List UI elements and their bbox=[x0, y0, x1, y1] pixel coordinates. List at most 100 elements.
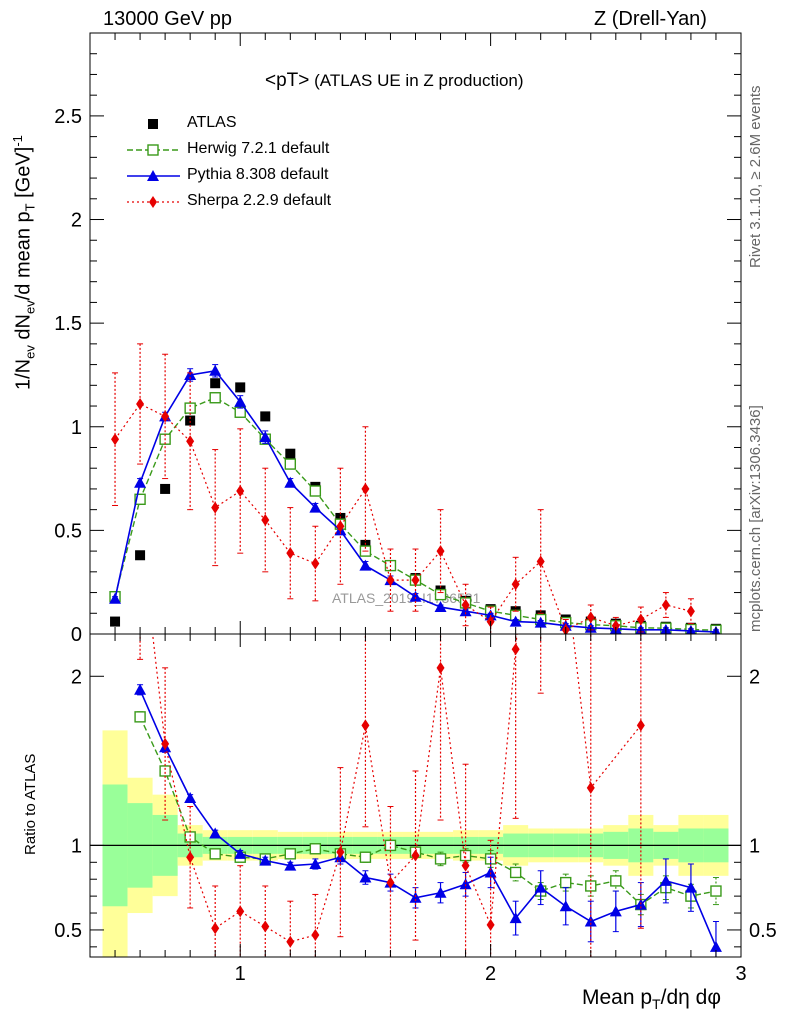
sherpa-data-point bbox=[236, 485, 245, 498]
herwig-ratio-point bbox=[284, 848, 297, 860]
pythia-ratio-point bbox=[259, 854, 272, 866]
pythia-data-point bbox=[234, 395, 247, 407]
sherpa-data-point bbox=[261, 514, 270, 527]
herwig-ratio-point bbox=[710, 885, 722, 897]
sherpa-ratio-point bbox=[586, 781, 595, 794]
main-panel-frame bbox=[89, 32, 742, 635]
herwig-data-point bbox=[184, 402, 196, 414]
sherpa-data-point bbox=[686, 605, 695, 618]
sherpa-ratio-point bbox=[136, 518, 144, 530]
herwig-ratio-point bbox=[309, 843, 322, 855]
sherpa-ratio-point bbox=[161, 737, 170, 750]
sherpa-data-point bbox=[361, 482, 370, 495]
pythia-ratio-point bbox=[434, 886, 447, 898]
sherpa-ratio-point bbox=[311, 929, 320, 942]
plot-title: <pT> (ATLAS UE in Z production) bbox=[265, 70, 524, 92]
pythia-ratio-point bbox=[534, 881, 547, 893]
main-y-tick-label: 2.5 bbox=[54, 106, 82, 128]
legend-label-pythia: Pythia 8.308 default bbox=[187, 166, 329, 183]
sherpa-ratio-point bbox=[386, 876, 395, 889]
sherpa-data-point bbox=[161, 410, 170, 423]
x-axis-label: Mean pT/dη dφ bbox=[582, 986, 721, 1013]
sherpa-ratio-point bbox=[236, 905, 245, 918]
pythia-data-point bbox=[209, 364, 222, 376]
sherpa-data-point bbox=[111, 433, 120, 446]
pythia-ratio-point bbox=[584, 915, 597, 927]
sherpa-data-point bbox=[386, 574, 395, 587]
sherpa-data-point bbox=[511, 578, 520, 591]
herwig-ratio-point bbox=[359, 851, 372, 863]
herwig-ratio-point bbox=[560, 876, 572, 889]
herwig-ratio-point bbox=[159, 765, 171, 777]
sherpa-data-point bbox=[311, 557, 320, 570]
ratio-y-tick-label-left: 0.5 bbox=[54, 920, 82, 942]
pythia-data-point bbox=[109, 592, 122, 604]
herwig-ratio-point bbox=[610, 875, 622, 887]
pythia-data-point bbox=[434, 601, 447, 613]
pythia-ratio-point bbox=[409, 891, 422, 903]
pythia-data-point bbox=[259, 431, 272, 443]
ratio-y-tick-label-left: 1 bbox=[71, 835, 82, 857]
herwig-ratio-point bbox=[459, 849, 472, 862]
herwig-data-point bbox=[209, 392, 221, 404]
herwig-data-point bbox=[284, 458, 297, 470]
herwig-ratio-line bbox=[139, 716, 717, 906]
pythia-ratio-point bbox=[284, 859, 297, 871]
x-tick-label: 3 bbox=[735, 963, 746, 985]
x-tick-label: 2 bbox=[485, 963, 496, 985]
sherpa-ratio-point bbox=[486, 918, 495, 931]
main-y-tick-label: 2 bbox=[71, 210, 82, 232]
legend-marker-herwig bbox=[147, 144, 159, 156]
ratio-y-tick-label-right: 1 bbox=[749, 835, 760, 857]
sherpa-ratio-point bbox=[261, 920, 270, 933]
ratio-y-tick-label-right: 0.5 bbox=[749, 920, 777, 942]
herwig-ratio-point bbox=[209, 848, 221, 860]
sherpa-data-point bbox=[536, 555, 545, 568]
sherpa-data-point bbox=[586, 611, 595, 624]
herwig-data-point bbox=[234, 406, 246, 418]
atlas-data-point bbox=[185, 415, 196, 426]
pythia-data-point bbox=[284, 476, 297, 488]
sherpa-ratio-point bbox=[537, 349, 545, 361]
atlas-data-point bbox=[160, 483, 171, 494]
sherpa-data-point bbox=[186, 435, 195, 448]
pythia-ratio-point bbox=[184, 792, 197, 804]
main-plot-area bbox=[109, 343, 722, 634]
pythia-data-point bbox=[509, 615, 522, 627]
sherpa-data-point bbox=[336, 520, 345, 533]
herwig-data-point bbox=[434, 588, 447, 601]
sherpa-ratio-point bbox=[436, 661, 445, 674]
legend-label-sherpa: Sherpa 2.2.9 default bbox=[187, 192, 332, 209]
herwig-ratio-point bbox=[434, 853, 447, 865]
pythia-data-point bbox=[534, 616, 547, 628]
herwig-ratio-point bbox=[585, 880, 597, 892]
pythia-ratio-point bbox=[209, 827, 222, 839]
pythia-ratio-point bbox=[234, 847, 247, 859]
legend-marker-sherpa bbox=[149, 196, 157, 208]
sherpa-data-point bbox=[411, 574, 420, 587]
herwig-ratio-point bbox=[509, 866, 522, 879]
sherpa-data-point bbox=[661, 598, 670, 611]
atlas-data-point bbox=[135, 550, 146, 561]
legend-marker-atlas bbox=[148, 119, 158, 129]
pythia-ratio-point bbox=[609, 905, 622, 917]
atlas-data-point bbox=[260, 411, 271, 422]
atlas-data-point bbox=[110, 616, 121, 627]
sherpa-ratio-point bbox=[186, 851, 195, 864]
x-tick-label: 1 bbox=[235, 963, 246, 985]
pythia-data-point bbox=[134, 476, 147, 488]
collision-energy-label: 13000 GeV pp bbox=[103, 8, 232, 30]
herwig-ratio-point bbox=[134, 711, 146, 723]
herwig-data-point bbox=[134, 493, 146, 505]
pythia-ratio-point bbox=[684, 881, 697, 893]
atlas-data-point bbox=[210, 378, 221, 389]
legend-marker-pythia bbox=[147, 170, 159, 181]
sherpa-data-point bbox=[636, 613, 645, 626]
atlas-data-point bbox=[360, 539, 371, 550]
pythia-data-point bbox=[409, 590, 422, 602]
main-y-tick-label: 0 bbox=[71, 624, 82, 646]
sherpa-data-point bbox=[136, 397, 145, 410]
herwig-ratio-point bbox=[384, 839, 397, 852]
pythia-data-point bbox=[359, 559, 372, 571]
